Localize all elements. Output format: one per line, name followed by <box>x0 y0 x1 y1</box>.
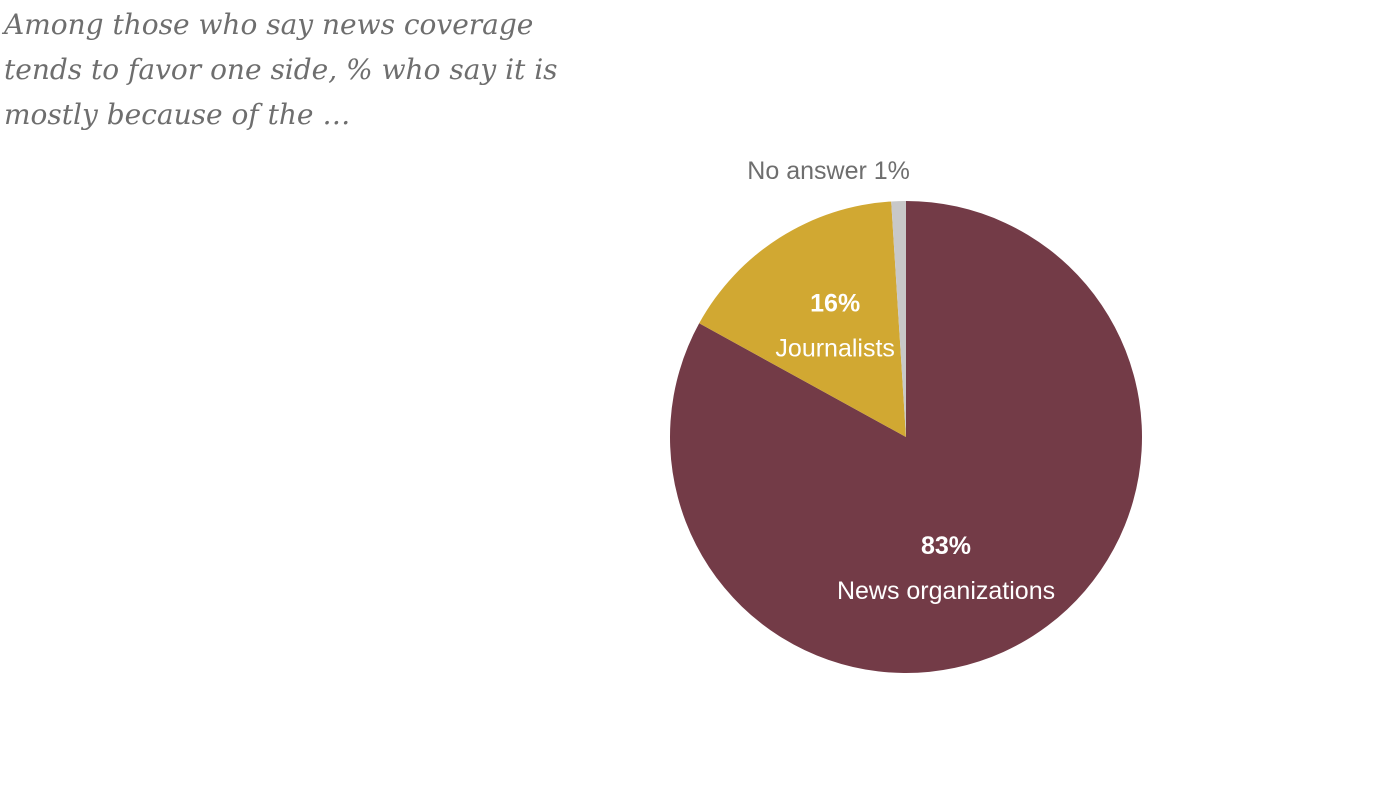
slice-value-label-journalists: 16% <box>810 289 860 317</box>
slice-label-no-answer: No answer 1% <box>747 157 910 185</box>
pie-slice-no-answer <box>891 201 906 437</box>
subtitle-line-2: tends to favor one side, % who say it is <box>4 53 558 86</box>
subtitle-line-1: Among those who say news coverage <box>4 8 534 41</box>
chart-subtitle: Among those who say news coverage tends … <box>4 2 604 137</box>
subtitle-line-3: mostly because of the … <box>4 98 351 131</box>
slice-category-label-journalists: Journalists <box>775 334 895 362</box>
slice-category-label-news-organizations: News organizations <box>837 577 1055 605</box>
slice-value-label-news-organizations: 83% <box>921 532 971 560</box>
pie-slice-journalists <box>699 201 906 437</box>
pie-slice-news-organizations <box>670 201 1142 674</box>
